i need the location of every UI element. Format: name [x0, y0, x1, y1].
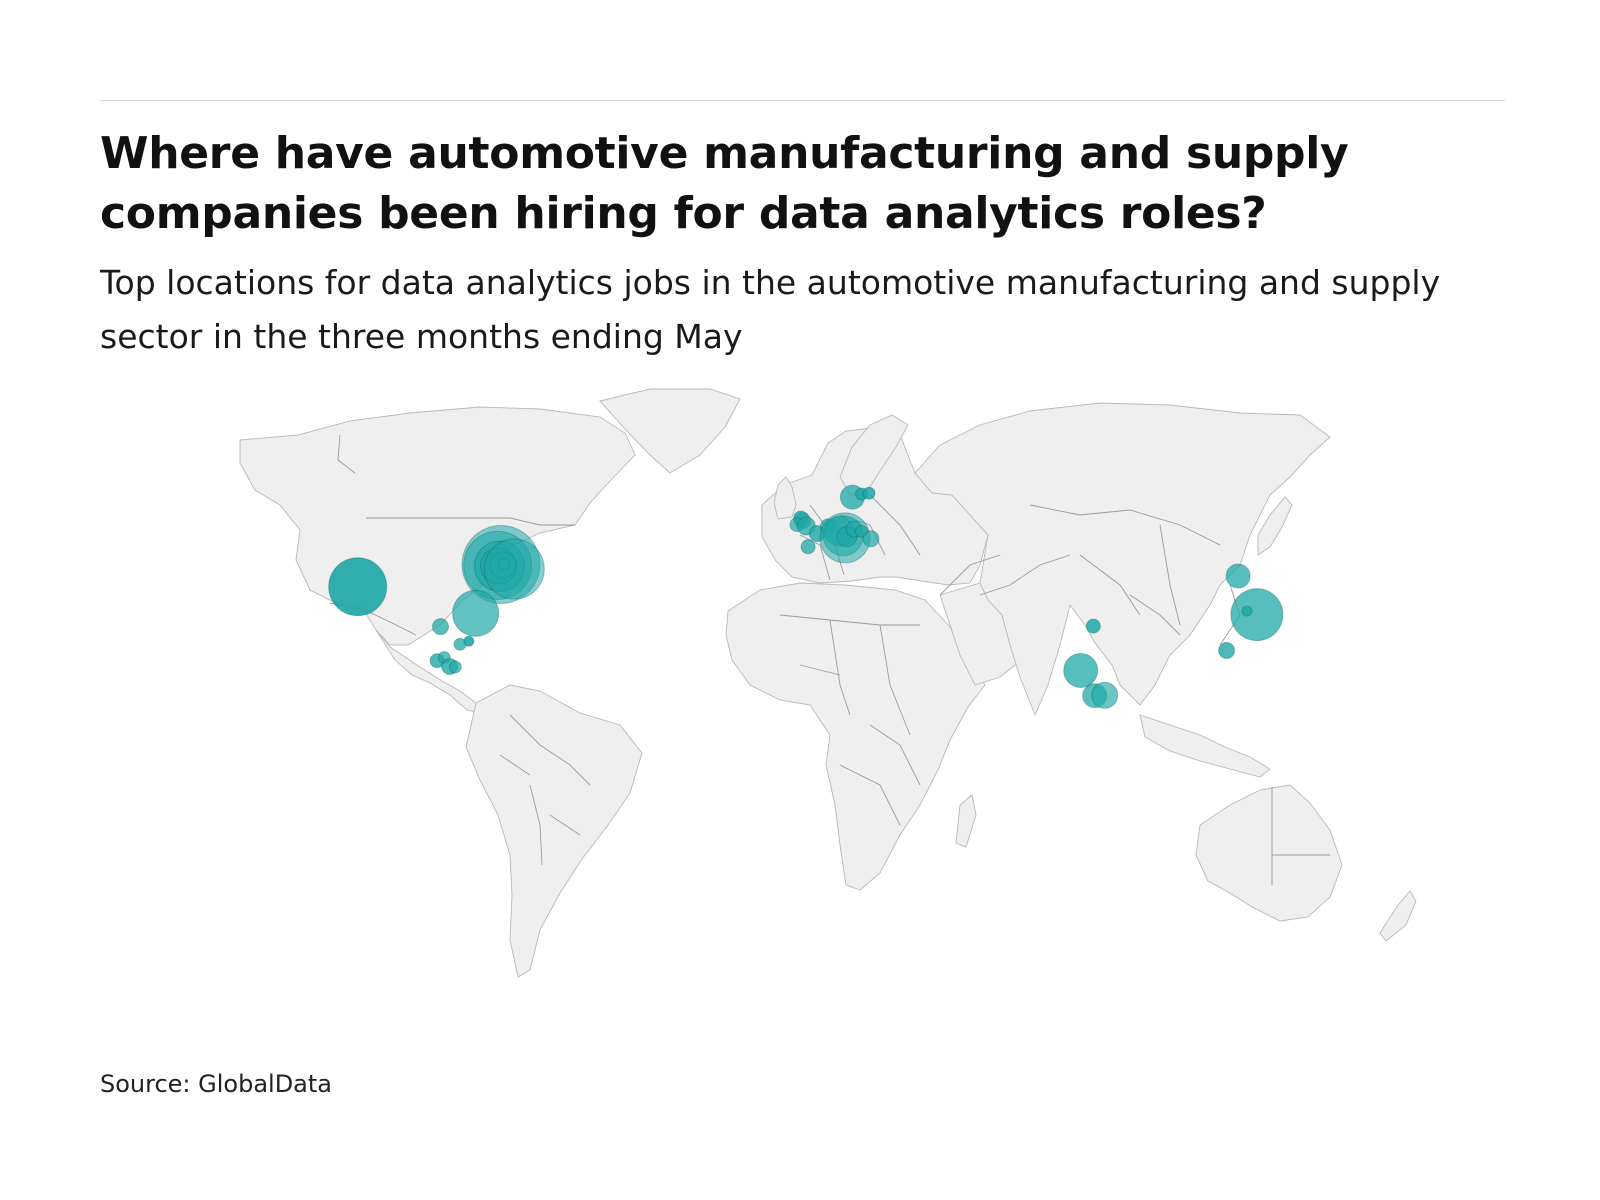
land-north-america: [239, 406, 636, 646]
border-layer: [329, 434, 1330, 885]
border-asia: [1029, 504, 1241, 646]
location-bubble-31[interactable]: [862, 486, 876, 500]
border-south-america: [499, 714, 591, 866]
land-japan: [1257, 496, 1293, 556]
location-bubble-37[interactable]: [1225, 563, 1251, 589]
bubble-layer: [328, 484, 1284, 709]
world-map: [239, 388, 1417, 978]
location-bubble-32[interactable]: [800, 539, 816, 555]
land-greenland: [599, 388, 741, 474]
chart-subtitle: Top locations for data analytics jobs in…: [100, 263, 1441, 356]
location-bubble-38[interactable]: [1218, 642, 1236, 659]
location-bubble-33[interactable]: [1085, 618, 1101, 634]
top-divider: [100, 100, 1505, 101]
land-south-america: [465, 684, 643, 978]
border-alaska: [337, 434, 356, 474]
land-australia: [1195, 784, 1343, 922]
border-australia: [1271, 787, 1330, 885]
land-africa: [725, 582, 986, 891]
border-middle-east: [939, 554, 1071, 596]
location-bubble-7[interactable]: [483, 538, 545, 600]
location-bubble-40[interactable]: [1241, 605, 1253, 617]
land-uk: [773, 476, 797, 520]
location-bubble-36[interactable]: [1091, 681, 1119, 709]
land-madagascar: [955, 794, 977, 848]
location-bubble-0[interactable]: [328, 557, 388, 617]
land-layer: [239, 388, 1417, 978]
border-africa: [779, 614, 921, 826]
chart-title: Where have automotive manufacturing and …: [100, 128, 1349, 239]
source-note: Source: GlobalData: [100, 1070, 333, 1098]
location-bubble-34[interactable]: [1063, 653, 1099, 688]
border-us-canada: [366, 517, 575, 526]
location-bubble-15[interactable]: [448, 660, 462, 674]
location-bubble-39[interactable]: [1230, 588, 1284, 642]
location-bubble-8[interactable]: [452, 589, 500, 637]
location-bubble-28[interactable]: [862, 530, 880, 548]
land-europe: [761, 426, 989, 586]
land-southeast-asia: [1139, 714, 1271, 778]
land-asia: [914, 402, 1331, 717]
location-bubble-11[interactable]: [463, 635, 475, 647]
location-bubble-9[interactable]: [432, 618, 449, 636]
land-new-zealand: [1379, 890, 1417, 942]
